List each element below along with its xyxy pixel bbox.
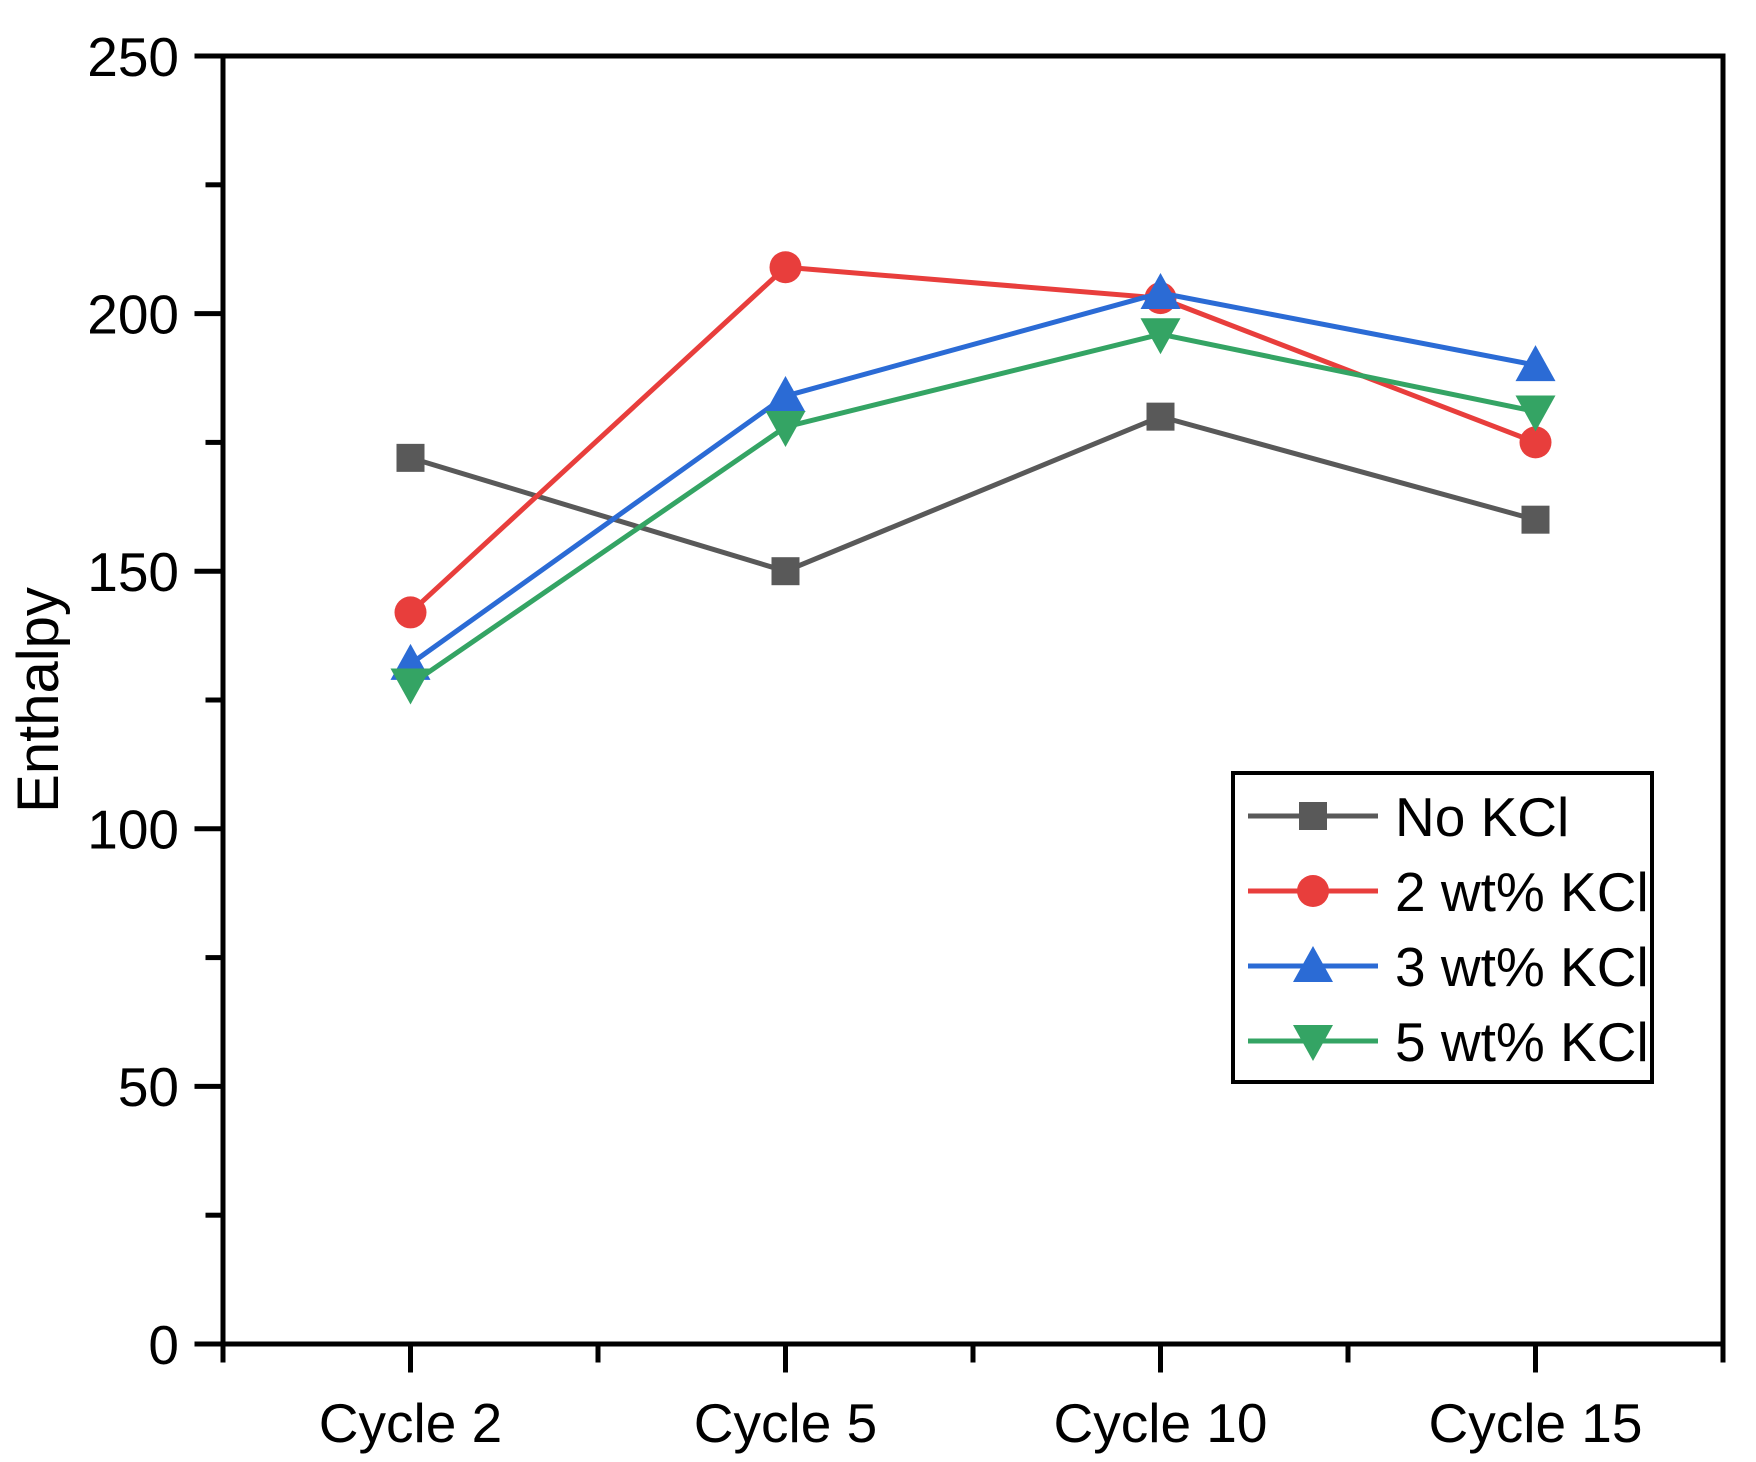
series-marker-no-kcl (771, 557, 800, 586)
series-marker-no-kcl (1521, 505, 1550, 534)
series-line-3-wt-kcl (409, 290, 1536, 666)
y-axis-tick-label: 100 (87, 799, 179, 861)
series-marker-2-wt-kcl (769, 251, 802, 284)
legend-marker-triangle-down (1293, 1025, 1333, 1061)
y-axis-tick-label: 200 (87, 283, 179, 345)
y-axis-title: Enthalpy (6, 587, 71, 813)
legend-label: 2 wt% KCl (1395, 861, 1649, 923)
series-marker-2-wt-kcl (394, 596, 427, 629)
y-axis-tick-label: 0 (148, 1314, 179, 1376)
legend-marker-triangle-up (1293, 946, 1333, 982)
series-line-5-wt-kcl (409, 331, 1537, 687)
legend-marker-circle (1297, 875, 1329, 907)
y-axis-tick-label: 250 (87, 26, 179, 88)
x-axis-tick-label: Cycle 2 (319, 1392, 502, 1454)
series-marker-no-kcl (1146, 402, 1175, 431)
x-axis-tick-label: Cycle 10 (1054, 1392, 1268, 1454)
series-line-no-kcl (409, 414, 1537, 574)
y-axis-tick-label: 50 (118, 1056, 179, 1118)
series-marker-5-wt-kcl (765, 410, 806, 447)
x-axis-tick-label: Cycle 15 (1429, 1392, 1643, 1454)
series-marker-5-wt-kcl (1515, 395, 1556, 432)
series-marker-2-wt-kcl (1519, 426, 1552, 459)
legend-label: 3 wt% KCl (1395, 936, 1649, 998)
series-marker-5-wt-kcl (390, 668, 431, 705)
series-marker-no-kcl (396, 443, 425, 472)
series-marker-3-wt-kcl (1140, 272, 1181, 309)
series-marker-5-wt-kcl (1140, 318, 1181, 355)
y-axis-tick-label: 150 (87, 541, 179, 603)
series-marker-3-wt-kcl (765, 376, 806, 413)
plot-frame (220, 53, 1726, 1347)
legend-label: 5 wt% KCl (1395, 1011, 1649, 1073)
series-marker-3-wt-kcl (1515, 345, 1556, 382)
x-axis-tick-label: Cycle 5 (694, 1392, 877, 1454)
legend-marker-square (1299, 802, 1327, 830)
series-line-2-wt-kcl (408, 264, 1537, 615)
legend-label: No KCl (1395, 786, 1569, 848)
